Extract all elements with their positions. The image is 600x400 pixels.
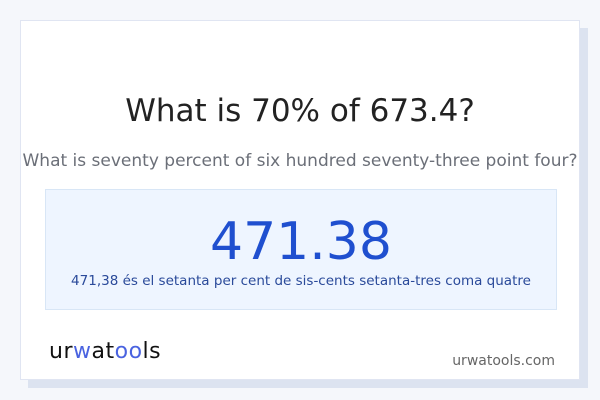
result-words: 471,38 és el setanta per cent de sis-cen… [71,273,531,289]
page-subtitle: What is seventy percent of six hundred s… [22,151,578,171]
page-title: What is 70% of 673.4? [125,93,475,129]
result-card: What is 70% of 673.4? What is seventy pe… [20,20,580,380]
urwatools-logo[interactable]: urwatools [49,339,162,364]
site-url: urwatools.com [452,353,555,369]
result-box: 471.38 471,38 és el setanta per cent de … [45,189,557,310]
result-value: 471.38 [210,212,392,272]
